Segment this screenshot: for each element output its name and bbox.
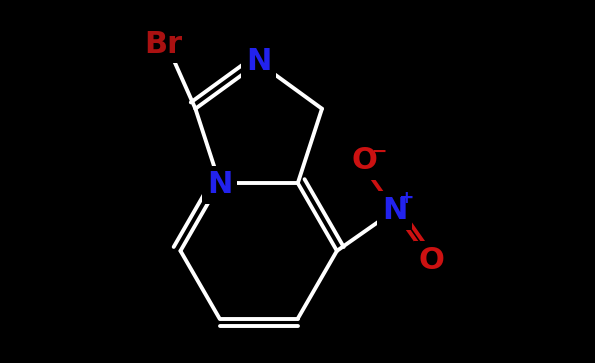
Text: +: +	[399, 189, 415, 207]
Text: O: O	[351, 146, 377, 175]
Text: N: N	[246, 47, 271, 76]
Text: O: O	[418, 246, 444, 274]
Text: Br: Br	[144, 30, 182, 59]
Text: N: N	[382, 196, 407, 225]
Text: −: −	[372, 142, 387, 160]
Text: N: N	[207, 170, 232, 199]
